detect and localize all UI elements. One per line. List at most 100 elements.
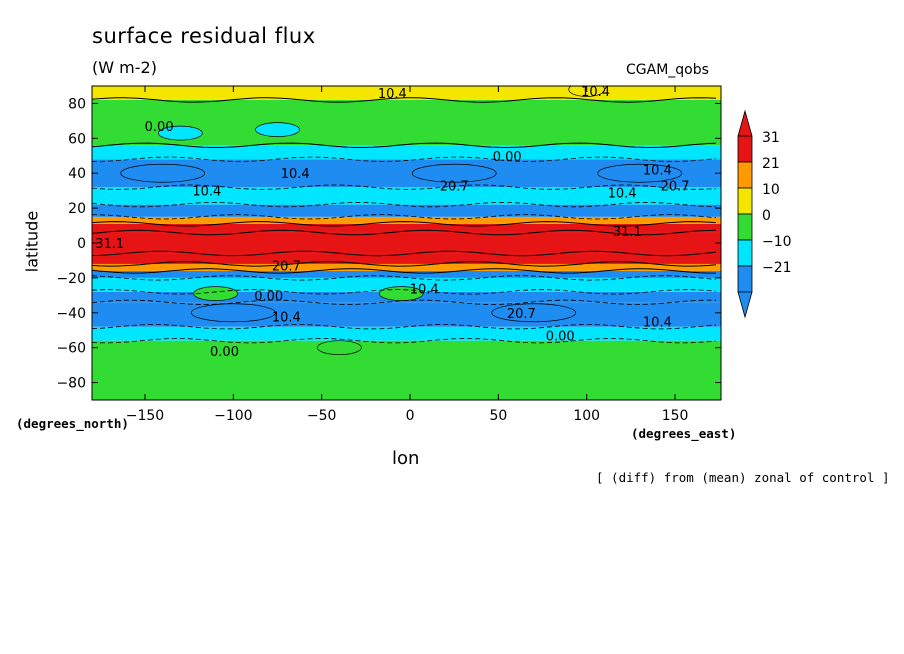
zonal-band	[92, 86, 721, 100]
contour-label: 20.7	[507, 307, 536, 322]
colorbar-segment	[737, 135, 753, 163]
contour-line	[92, 142, 717, 149]
colorbar-label: 0	[762, 208, 771, 224]
contour-line	[92, 275, 717, 281]
x-tick-label: 0	[406, 408, 415, 424]
colorbar-label: 10	[762, 182, 780, 198]
zonal-band	[92, 223, 721, 233]
contour-label: 10.4	[272, 310, 301, 325]
contour-label: 10.4	[378, 87, 407, 102]
contour-label: 10.4	[643, 164, 672, 179]
zonal-band	[92, 340, 721, 400]
contour-label: 20.7	[661, 179, 690, 194]
contour-line	[92, 201, 717, 208]
zonal-band	[92, 277, 721, 292]
contour-line	[92, 229, 717, 236]
flux-feature	[597, 163, 683, 183]
x-tick-label: −150	[126, 408, 164, 424]
contour-label: 0.00	[546, 329, 575, 344]
contour-label: 10.4	[643, 316, 672, 331]
x-tick-label: 100	[573, 408, 600, 424]
chart-title: surface residual flux	[92, 24, 316, 48]
contour-line	[92, 250, 717, 257]
contour-line	[92, 338, 717, 344]
contour-label: 31.1	[95, 237, 124, 252]
zonal-band	[92, 216, 721, 224]
y-axis-units: (degrees_north)	[16, 416, 129, 431]
y-tick-label: 40	[68, 166, 86, 182]
colorbar-extend-bottom	[737, 291, 753, 319]
contour-line	[92, 214, 717, 220]
contour-label: 20.7	[272, 260, 301, 275]
colorbar-segment	[737, 187, 753, 215]
contour-label: 0.00	[210, 345, 239, 360]
flux-feature	[255, 122, 300, 137]
colorbar-label: 21	[762, 156, 780, 172]
colorbar-label: 31	[762, 130, 780, 146]
y-tick-label: 0	[77, 236, 86, 252]
y-tick-label: −40	[56, 306, 86, 322]
zonal-band	[92, 145, 721, 160]
y-tick-label: 80	[68, 96, 86, 112]
y-tick-label: −60	[56, 341, 86, 357]
x-tick-label: 150	[662, 408, 689, 424]
contour-label: 10.4	[410, 282, 439, 297]
flux-feature	[190, 303, 276, 323]
contour-line	[92, 289, 717, 295]
comparison-note: [ (diff) from (mean) zonal of control ]	[596, 470, 890, 485]
x-tick-label: −100	[214, 408, 252, 424]
flux-feature	[120, 163, 206, 183]
colorbar-extend-top	[737, 109, 753, 137]
contour-line	[92, 97, 717, 103]
zonal-band	[92, 302, 721, 327]
colorbar-segment	[737, 265, 753, 293]
zonal-band	[92, 187, 721, 205]
contour-line	[92, 184, 717, 190]
zonal-band	[92, 326, 721, 341]
contour-line	[92, 261, 717, 267]
y-tick-label: −20	[56, 271, 86, 287]
axes: −150 −100 −50 0 50 100 150 −80 −60 −40 −20 0 20 40 60 8…	[56, 86, 721, 424]
contour-line	[92, 221, 717, 227]
flux-feature	[411, 163, 497, 183]
zonal-band	[92, 253, 721, 264]
chart-units: (W m-2)	[92, 58, 157, 77]
colorbar: 31 21 10 0 −10 −21	[737, 109, 792, 319]
colorbar-label: −10	[762, 234, 792, 250]
contour-label: 10.4	[192, 185, 221, 200]
flux-feature	[193, 286, 239, 301]
contour-line	[92, 268, 716, 274]
colorbar-label: −21	[762, 260, 792, 276]
colorbar-segment	[737, 161, 753, 189]
model-label: CGAM_qobs	[626, 62, 709, 78]
colorbar-segment	[737, 239, 753, 267]
contour-label: 0.00	[145, 120, 174, 135]
y-tick-label: 20	[68, 201, 86, 217]
contour-line	[92, 156, 717, 162]
contour-label: 10.4	[581, 85, 610, 100]
contour-label: 31.1	[613, 225, 642, 240]
x-tick-label: −50	[307, 408, 337, 424]
flux-feature	[491, 303, 577, 323]
colorbar-segment	[737, 213, 753, 241]
contour-label: 10.4	[281, 167, 310, 182]
zonal-band	[92, 263, 721, 271]
zonal-band	[92, 204, 721, 217]
contour-line	[92, 324, 717, 330]
y-tick-label: 60	[68, 131, 86, 147]
contour-line	[92, 299, 717, 305]
x-axis-label: lon	[392, 448, 420, 469]
x-axis-units: (degrees_east)	[631, 426, 737, 441]
contour-label: 0.00	[493, 150, 522, 165]
zonal-band	[92, 270, 721, 278]
contour-label: 10.4	[608, 186, 637, 201]
flux-feature	[317, 340, 362, 356]
flux-feature	[157, 125, 203, 141]
contour-label: 0.00	[254, 289, 283, 304]
contour-label: 20.7	[440, 179, 469, 194]
y-tick-label: −80	[56, 376, 86, 392]
x-tick-label: 50	[489, 408, 507, 424]
zonal-band	[92, 232, 721, 254]
